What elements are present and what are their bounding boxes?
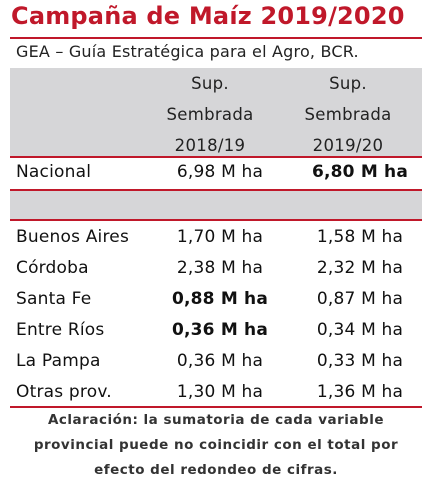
- row-value-2019-20: 1,36 M ha: [316, 382, 404, 402]
- header-col2-line1: Sup.: [329, 74, 367, 93]
- table-row: La Pampa 0,36 M ha 0,33 M ha: [10, 347, 422, 378]
- footnote-line: efecto del redondeo de cifras.: [94, 462, 338, 478]
- row-label: Nacional: [16, 162, 92, 182]
- header-divider: [10, 156, 422, 158]
- footnote-line: provincial puede no coincidir con el tot…: [33, 437, 399, 453]
- row-value-2019-20: 1,58 M ha: [316, 227, 404, 247]
- table-header: Sup. Sembrada 2018/19 Sup. Sembrada 2019…: [10, 68, 422, 156]
- table-row: Buenos Aires 1,70 M ha 1,58 M ha: [10, 223, 422, 254]
- row-label: Córdoba: [16, 258, 89, 278]
- title-divider: [10, 37, 422, 39]
- header-col1-line3: 2018/19: [174, 136, 246, 155]
- table-row: Entre Ríos 0,36 M ha 0,34 M ha: [10, 316, 422, 347]
- header-col2-line2: Sembrada: [304, 105, 392, 124]
- row-label: Otras prov.: [16, 382, 112, 402]
- row-value-2019-20: 2,32 M ha: [316, 258, 404, 278]
- row-label: Entre Ríos: [16, 320, 105, 340]
- table-row-national: Nacional 6,98 M ha 6,80 M ha: [10, 158, 422, 189]
- header-col-2019-20: Sup. Sembrada 2019/20: [273, 68, 423, 161]
- footnote: Aclaración: la sumatoria de cada variabl…: [10, 408, 422, 483]
- row-label: Buenos Aires: [16, 227, 130, 247]
- row-value-2019-20: 6,80 M ha: [311, 162, 409, 182]
- header-col1-line1: Sup.: [191, 74, 229, 93]
- page-subtitle: GEA – Guía Estratégica para el Agro, BCR…: [16, 42, 359, 61]
- row-value-2019-20: 0,33 M ha: [316, 351, 404, 371]
- row-value-2018-19: 1,70 M ha: [176, 227, 264, 247]
- table-row: Santa Fe 0,88 M ha 0,87 M ha: [10, 285, 422, 316]
- table-bottom-divider: [10, 406, 422, 408]
- table-row: Córdoba 2,38 M ha 2,32 M ha: [10, 254, 422, 285]
- header-col-2018-19: Sup. Sembrada 2018/19: [135, 68, 285, 161]
- row-value-2018-19: 0,36 M ha: [171, 320, 269, 340]
- band-divider: [10, 219, 422, 221]
- national-divider: [10, 189, 422, 191]
- header-col1-line2: Sembrada: [166, 105, 254, 124]
- row-value-2019-20: 0,34 M ha: [316, 320, 404, 340]
- table-row: Otras prov. 1,30 M ha 1,36 M ha: [10, 378, 422, 409]
- row-label: La Pampa: [16, 351, 101, 371]
- row-value-2018-19: 6,98 M ha: [176, 162, 264, 182]
- row-value-2019-20: 0,87 M ha: [316, 289, 404, 309]
- row-value-2018-19: 0,88 M ha: [171, 289, 269, 309]
- row-value-2018-19: 1,30 M ha: [176, 382, 264, 402]
- row-value-2018-19: 2,38 M ha: [176, 258, 264, 278]
- header-col2-line3: 2019/20: [312, 136, 384, 155]
- footnote-line: Aclaración: la sumatoria de cada variabl…: [47, 412, 384, 428]
- row-value-2018-19: 0,36 M ha: [176, 351, 264, 371]
- page-title: Campaña de Maíz 2019/2020: [11, 2, 405, 30]
- separator-band: [10, 191, 422, 219]
- row-label: Santa Fe: [16, 289, 92, 309]
